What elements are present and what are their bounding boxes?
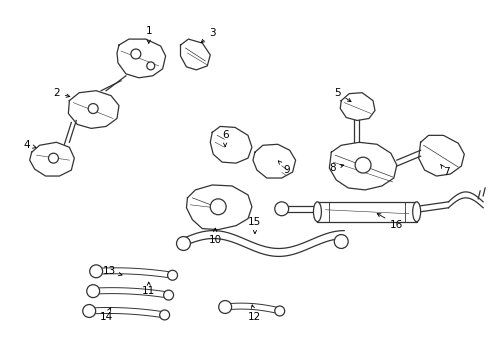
Circle shape	[274, 202, 288, 216]
Circle shape	[86, 285, 100, 298]
Polygon shape	[180, 39, 210, 70]
Text: 13: 13	[102, 266, 122, 276]
Text: 15: 15	[248, 217, 261, 234]
Circle shape	[167, 270, 177, 280]
Text: 10: 10	[208, 228, 222, 244]
Text: 12: 12	[248, 305, 261, 322]
Text: 2: 2	[53, 88, 70, 98]
Circle shape	[88, 104, 98, 113]
Circle shape	[48, 153, 59, 163]
Circle shape	[146, 62, 154, 70]
Polygon shape	[418, 135, 463, 176]
Polygon shape	[328, 142, 396, 190]
Text: 4: 4	[23, 140, 36, 150]
Polygon shape	[340, 93, 374, 121]
Ellipse shape	[412, 202, 420, 222]
Polygon shape	[30, 142, 74, 176]
Ellipse shape	[313, 202, 321, 222]
Text: 7: 7	[440, 164, 449, 177]
Circle shape	[89, 265, 102, 278]
Circle shape	[274, 306, 284, 316]
Polygon shape	[117, 39, 165, 78]
Circle shape	[82, 305, 96, 318]
Circle shape	[131, 49, 141, 59]
Text: 16: 16	[376, 213, 403, 230]
Circle shape	[354, 157, 370, 173]
Polygon shape	[186, 185, 251, 230]
Polygon shape	[252, 144, 295, 178]
Circle shape	[163, 290, 173, 300]
Text: 3: 3	[201, 28, 215, 42]
Text: 11: 11	[142, 282, 155, 296]
Circle shape	[210, 199, 225, 215]
Text: 14: 14	[99, 308, 112, 322]
Text: 6: 6	[222, 130, 228, 147]
Circle shape	[218, 301, 231, 314]
Circle shape	[160, 310, 169, 320]
Text: 5: 5	[333, 88, 350, 102]
Text: 1: 1	[145, 26, 152, 43]
Text: 9: 9	[278, 161, 289, 175]
Polygon shape	[210, 126, 251, 163]
Polygon shape	[68, 91, 119, 129]
Circle shape	[176, 237, 190, 251]
Bar	[317, 202, 416, 222]
Circle shape	[334, 235, 347, 248]
Text: 8: 8	[328, 163, 343, 173]
